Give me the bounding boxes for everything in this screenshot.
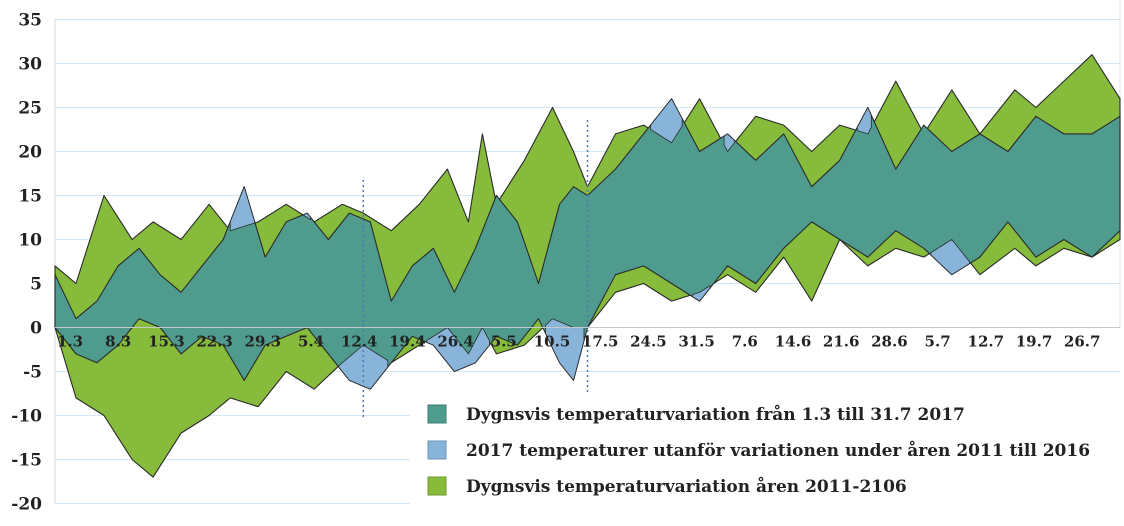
x-tick-label: 28.6 — [871, 333, 908, 351]
y-tick-label: -20 — [11, 495, 42, 515]
series-area-outside-range-high — [650, 98, 683, 144]
legend-label-outside-range: 2017 temperaturer utanför variationen un… — [466, 440, 1090, 461]
x-tick-label: 26.4 — [437, 333, 474, 351]
x-tick-label: 1.3 — [57, 333, 83, 351]
x-tick-label: 26.7 — [1064, 333, 1101, 351]
x-tick-label: 5.7 — [925, 333, 951, 351]
legend-box — [410, 392, 1120, 504]
x-tick-label: 31.5 — [678, 333, 715, 351]
x-tick-label: 7.6 — [732, 333, 758, 351]
axis-layer: 35 30 25 20 15 10 5 0 -5 -10 -15 -20 1.3 8.3 15.3 22.3 2… — [11, 11, 1120, 515]
series-area-outside-range-high — [303, 212, 312, 221]
x-tick-label: 17.5 — [582, 333, 619, 351]
legend-swatch-blue — [427, 440, 447, 460]
x-tick-label: 8.3 — [105, 333, 131, 351]
series-area-outside-range-low — [692, 285, 711, 302]
x-tick-label: 19.7 — [1016, 333, 1053, 351]
x-tick-label: 12.4 — [341, 333, 378, 351]
x-tick-label: 22.3 — [196, 333, 233, 351]
series-area-outside-range-high — [723, 133, 735, 152]
series-area-outside-range-high — [229, 186, 256, 232]
y-tick-label: -5 — [23, 363, 42, 383]
legend-swatch-green — [427, 476, 447, 496]
y-tick-label: -15 — [11, 451, 42, 471]
legend-label-2017-range: Dygnsvis temperaturvariation från 1.3 ti… — [466, 404, 965, 425]
y-tick-label: 30 — [18, 55, 42, 75]
y-tick-label: 35 — [18, 11, 42, 31]
x-tick-label: 12.7 — [968, 333, 1005, 351]
y-tick-label: 0 — [30, 319, 42, 339]
y-tick-label: -10 — [11, 407, 42, 427]
x-tick-label: 15.3 — [148, 333, 185, 351]
y-tick-label: 15 — [18, 187, 42, 207]
series-area-outside-range-low — [425, 327, 490, 372]
legend-swatch-teal — [427, 404, 447, 424]
y-tick-label: 20 — [18, 143, 42, 163]
x-tick-label: 5.4 — [298, 333, 324, 351]
legend: Dygnsvis temperaturvariation från 1.3 ti… — [410, 392, 1120, 504]
x-tick-label: 5.5 — [491, 333, 517, 351]
series-area-outside-range-low — [930, 239, 970, 276]
x-tick-label: 24.5 — [630, 333, 667, 351]
y-tick-label: 10 — [18, 231, 42, 251]
x-tick-label: 21.6 — [823, 333, 860, 351]
x-tick-label: 14.6 — [775, 333, 812, 351]
x-tick-label: 19.4 — [389, 333, 426, 351]
x-tick-label: 10.5 — [534, 333, 571, 351]
x-tick-label: 29.3 — [245, 333, 282, 351]
y-tick-label: 25 — [18, 99, 42, 119]
series-area-outside-range-high — [856, 107, 872, 135]
y-tick-label: 5 — [30, 275, 42, 295]
series-area-outside-range-low — [338, 344, 389, 390]
legend-label-historical-range: Dygnsvis temperaturvariation åren 2011-2… — [466, 476, 907, 497]
